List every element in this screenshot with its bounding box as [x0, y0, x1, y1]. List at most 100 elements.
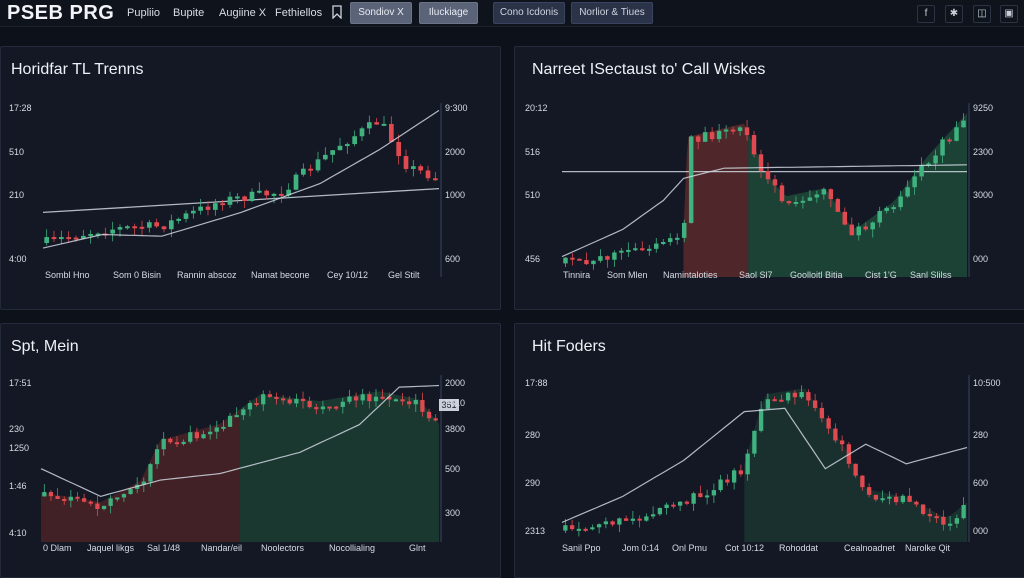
candle	[110, 221, 116, 242]
nav-link-2[interactable]: Bupite	[173, 7, 205, 19]
candle	[387, 392, 392, 408]
candle	[779, 394, 784, 402]
star-icon[interactable]: ✱	[945, 5, 963, 23]
window-icon[interactable]: ◫	[973, 5, 991, 23]
y-axis-right-label: 000	[973, 526, 988, 536]
moving-average-line	[561, 164, 968, 258]
nav-link-3[interactable]: Augiine X	[219, 7, 267, 19]
candle	[80, 229, 86, 240]
panel-title-2: Narreet ISectaust to' Call Wiskes	[532, 61, 766, 78]
y-axis-right-label: 2610	[445, 398, 465, 408]
candle	[68, 489, 73, 508]
chart-panel-3: 361 17:51 230 1250 1:46 4:10 2000 2610 3800 500 30…	[0, 323, 501, 578]
candle	[300, 391, 306, 409]
candle	[208, 424, 213, 440]
candle	[55, 488, 60, 500]
candle	[688, 135, 694, 224]
candle	[420, 392, 425, 417]
candle	[300, 163, 306, 177]
candle	[765, 393, 771, 410]
x-axis-label: Glnt	[409, 543, 426, 553]
candle	[751, 130, 757, 158]
y-axis-right-label: 3800	[445, 424, 465, 434]
panel-title-1: Horidfar TL Trenns	[11, 61, 144, 78]
nav-link-1[interactable]: Pupliio	[127, 7, 161, 19]
x-axis-label: Tinnira	[563, 270, 590, 280]
filter-button-2[interactable]: Iluckiage	[419, 2, 478, 24]
candle	[352, 130, 358, 147]
candle	[334, 405, 339, 411]
action-button-2[interactable]: Norlior & Tiues	[571, 2, 653, 24]
candle	[849, 217, 855, 236]
candle	[183, 210, 189, 223]
candle	[264, 189, 270, 200]
candle	[695, 134, 701, 150]
candle	[752, 430, 757, 458]
top-navigation-bar: PSEB PRG Pupliio Bupite Augiine X Fethie…	[0, 0, 1024, 27]
candle	[128, 488, 133, 495]
candle	[115, 497, 120, 502]
y-axis-right-label: 9:300	[445, 103, 468, 113]
candle	[941, 510, 946, 531]
candle	[821, 187, 827, 200]
candle	[410, 160, 416, 177]
candle	[121, 493, 127, 502]
candle	[256, 182, 262, 194]
nav-link-4[interactable]: Fethiellos	[275, 7, 323, 19]
level-line	[42, 187, 440, 214]
candle	[737, 125, 743, 136]
candle	[800, 196, 806, 209]
candle	[584, 252, 589, 266]
candle	[221, 420, 226, 432]
area-fill-1	[240, 391, 439, 542]
candle	[880, 490, 885, 503]
candle	[261, 390, 266, 411]
candle	[826, 415, 831, 434]
bookmark-icon[interactable]	[331, 5, 343, 19]
candle	[569, 519, 575, 532]
candle	[315, 151, 321, 173]
moving-average-line	[42, 109, 440, 249]
candle	[711, 483, 717, 504]
candle	[347, 389, 352, 405]
candle	[234, 407, 239, 418]
candle	[723, 125, 729, 139]
candle	[176, 217, 182, 224]
chart-panel-2: 20:12 516 510 456 9250 2300 3000 000 Tinnira Som …	[514, 46, 1024, 310]
candle	[425, 165, 431, 182]
candle	[322, 147, 328, 161]
candle	[806, 389, 811, 406]
candle	[220, 199, 226, 211]
y-axis-right-label: 600	[445, 254, 460, 264]
fullscreen-icon[interactable]: ▣	[1000, 5, 1018, 23]
candle	[677, 501, 683, 512]
candle	[576, 521, 582, 537]
candle	[610, 520, 615, 527]
app-logo[interactable]: PSEB PRG	[7, 2, 115, 24]
candle	[650, 506, 656, 519]
candlestick-chart-1: 17:28 510 210 4:00 9:300 2000 1000 600 Sombl Hno…	[9, 103, 468, 280]
candle	[961, 113, 966, 128]
candle	[241, 407, 246, 421]
candle	[664, 502, 669, 515]
filter-button-1[interactable]: Sondiov X	[350, 2, 412, 24]
candle	[344, 142, 350, 155]
x-axis-label: Som 0 Bisin	[113, 270, 161, 280]
y-axis-right-label: 2000	[445, 378, 465, 388]
candle	[905, 180, 910, 198]
y-axis-right-label: 2000	[445, 147, 465, 157]
candle	[400, 393, 405, 406]
candle	[853, 463, 858, 478]
y-axis-right-label: 2300	[973, 147, 993, 157]
candle	[718, 474, 723, 493]
y-axis-left-label: 210	[9, 190, 24, 200]
candle	[630, 511, 636, 525]
facebook-icon[interactable]: f	[917, 5, 935, 23]
candle	[267, 390, 272, 399]
candle	[101, 505, 107, 511]
candle	[294, 393, 299, 408]
action-button-1[interactable]: Cono Icdonis	[493, 2, 565, 24]
candle	[835, 197, 841, 213]
candle	[201, 430, 206, 439]
x-axis-label: Som Mlen	[607, 270, 648, 280]
